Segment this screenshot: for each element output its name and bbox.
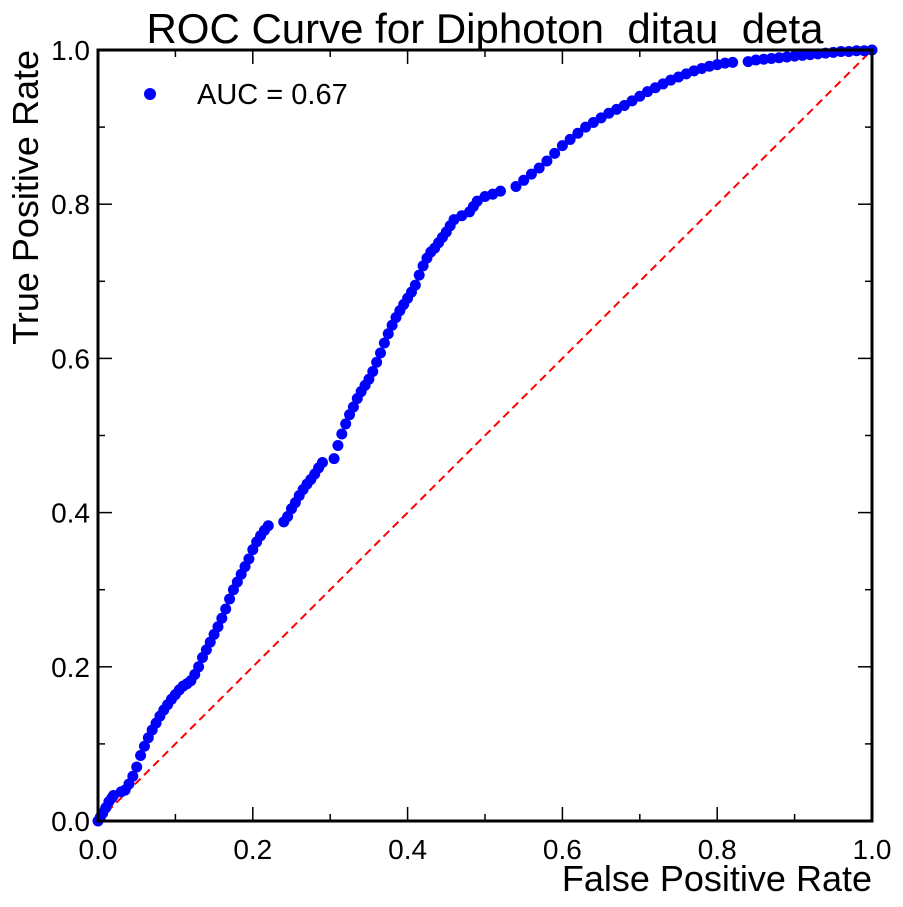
x-tick-label: 0.2	[233, 834, 272, 865]
legend: AUC = 0.67	[144, 79, 348, 111]
y-axis-label: True Positive Rate	[5, 50, 46, 345]
roc-point	[216, 612, 228, 624]
roc-point	[572, 127, 584, 139]
roc-point	[413, 269, 425, 281]
roc-point	[533, 162, 545, 174]
roc-point	[371, 356, 383, 368]
x-axis-label: False Positive Rate	[562, 858, 872, 899]
diagonal-line	[97, 49, 873, 822]
roc-point	[525, 168, 537, 180]
roc-point	[131, 761, 143, 773]
roc-point	[727, 56, 739, 68]
roc-point	[541, 155, 553, 167]
roc-point	[367, 366, 379, 378]
y-tick-label: 0.6	[51, 343, 90, 374]
roc-point	[220, 603, 232, 615]
roc-point	[316, 456, 328, 468]
y-tick-label: 0.4	[51, 498, 90, 529]
tick-labels: 0.0 0.2 0.4 0.6 0.8 1.0 0.0 0.2 0.4 0.6 0.8 1.0	[51, 35, 891, 865]
roc-point	[375, 347, 387, 359]
roc-point	[564, 133, 576, 145]
y-tick-label: 1.0	[51, 35, 90, 66]
roc-point	[243, 553, 255, 565]
x-tick-label: 0.0	[79, 834, 118, 865]
roc-point	[127, 770, 139, 782]
chart-title: ROC Curve for Diphoton_ditau_deta	[146, 5, 824, 52]
roc-point	[510, 180, 522, 192]
roc-point	[494, 185, 506, 197]
roc-point	[332, 440, 344, 452]
x-tick-label: 0.6	[543, 834, 582, 865]
y-tick-label: 0.2	[51, 652, 90, 683]
roc-point	[549, 147, 561, 159]
roc-point	[378, 337, 390, 349]
random-classifier-line	[97, 49, 873, 822]
y-tick-label: 0.0	[51, 806, 90, 837]
legend-marker	[144, 88, 156, 100]
roc-point	[138, 740, 150, 752]
y-tick-label: 0.8	[51, 189, 90, 220]
x-tick-label: 0.8	[698, 834, 737, 865]
roc-point	[347, 401, 359, 413]
roc-point	[262, 520, 274, 532]
roc-point	[556, 140, 568, 152]
roc-point	[518, 174, 530, 186]
roc-point	[224, 593, 236, 605]
x-tick-label: 0.4	[388, 834, 427, 865]
legend-label: AUC = 0.67	[197, 79, 348, 111]
roc-point	[409, 279, 421, 291]
roc-point	[340, 418, 352, 430]
x-tick-label: 1.0	[853, 834, 892, 865]
roc-point	[328, 453, 340, 465]
roc-point	[193, 661, 205, 673]
roc-point	[336, 428, 348, 440]
roc-point	[135, 749, 147, 761]
roc-point	[382, 328, 394, 340]
roc-point	[212, 621, 224, 633]
plot-frame	[96, 48, 874, 823]
